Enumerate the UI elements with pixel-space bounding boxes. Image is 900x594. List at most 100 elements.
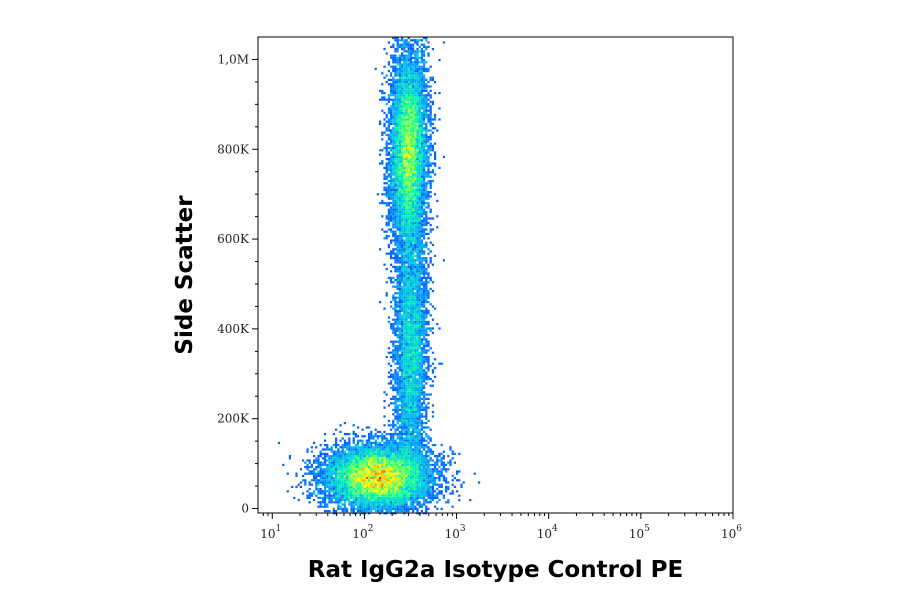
event-dot: [416, 452, 419, 455]
event-dot: [409, 59, 412, 62]
event-dot: [418, 67, 421, 70]
event-dot: [379, 122, 382, 125]
event-dot: [401, 107, 404, 110]
event-dot: [407, 166, 410, 169]
event-dot: [407, 382, 410, 385]
event-dot: [392, 494, 395, 497]
event-dot: [379, 474, 382, 477]
event-dot: [407, 217, 410, 220]
event-dot: [398, 413, 401, 416]
event-dot: [383, 202, 386, 205]
event-dot: [431, 100, 434, 103]
event-dot: [405, 320, 408, 323]
event-dot: [398, 133, 401, 136]
event-dot: [376, 430, 379, 433]
event-dot: [420, 100, 423, 103]
event-dot: [354, 507, 357, 510]
event-dot: [416, 180, 419, 183]
event-dot: [427, 292, 430, 295]
event-dot: [418, 479, 421, 482]
event-dot: [396, 248, 399, 251]
event-dot: [427, 492, 430, 495]
event-dot: [409, 351, 412, 354]
event-dot: [385, 149, 388, 152]
event-dot: [326, 481, 329, 484]
event-dot: [420, 327, 423, 330]
event-dot: [407, 191, 410, 194]
event-dot: [394, 136, 397, 139]
event-dot: [420, 437, 423, 440]
event-dot: [403, 342, 406, 345]
event-dot: [418, 186, 421, 189]
event-dot: [396, 78, 399, 81]
event-dot: [405, 353, 408, 356]
event-dot: [427, 114, 430, 117]
event-dot: [350, 446, 353, 449]
event-dot: [418, 340, 421, 343]
event-dot: [403, 166, 406, 169]
event-dot: [381, 470, 384, 473]
event-dot: [429, 85, 432, 88]
event-dot: [361, 472, 364, 475]
event-dot: [361, 481, 364, 484]
event-dot: [403, 169, 406, 172]
event-dot: [416, 105, 419, 108]
event-dot: [396, 268, 399, 271]
event-dot: [418, 404, 421, 407]
event-dot: [368, 463, 371, 466]
event-dot: [401, 338, 404, 341]
event-dot: [409, 369, 412, 372]
event-dot: [420, 406, 423, 409]
event-dot: [392, 296, 395, 299]
event-dot: [405, 199, 408, 202]
event-dot: [374, 488, 377, 491]
event-dot: [425, 452, 428, 455]
event-dot: [354, 466, 357, 469]
event-dot: [420, 74, 423, 77]
event-dot: [357, 468, 360, 471]
event-dot: [392, 342, 395, 345]
event-dot: [409, 54, 412, 57]
event-dot: [319, 481, 322, 484]
event-dot: [387, 221, 390, 224]
event-dot: [416, 479, 419, 482]
event-dot: [363, 501, 366, 504]
event-dot: [387, 125, 390, 128]
event-dot: [407, 406, 410, 409]
event-dot: [429, 490, 432, 493]
event-dot: [412, 248, 415, 251]
event-dot: [427, 466, 430, 469]
event-dot: [390, 446, 393, 449]
event-dot: [394, 358, 397, 361]
event-dot: [442, 155, 445, 158]
event-dot: [409, 448, 412, 451]
event-dot: [381, 490, 384, 493]
event-dot: [407, 404, 410, 407]
event-dot: [405, 351, 408, 354]
event-dot: [438, 466, 441, 469]
event-dot: [387, 151, 390, 154]
event-dot: [339, 507, 342, 510]
event-dot: [416, 162, 419, 165]
event-dot: [434, 496, 437, 499]
event-dot: [403, 485, 406, 488]
event-dot: [409, 241, 412, 244]
event-dot: [390, 191, 393, 194]
event-dot: [412, 193, 415, 196]
event-dot: [412, 419, 415, 422]
event-dot: [416, 496, 419, 499]
event-dot: [429, 111, 432, 114]
event-dot: [385, 439, 388, 442]
event-dot: [398, 419, 401, 422]
event-dot: [409, 118, 412, 121]
event-dot: [423, 338, 426, 341]
event-dot: [418, 298, 421, 301]
event-dot: [407, 239, 410, 242]
event-dot: [414, 235, 417, 238]
event-dot: [383, 461, 386, 464]
event-dot: [423, 290, 426, 293]
event-dot: [396, 149, 399, 152]
event-dot: [354, 450, 357, 453]
event-dot: [409, 202, 412, 205]
event-dot: [412, 362, 415, 365]
